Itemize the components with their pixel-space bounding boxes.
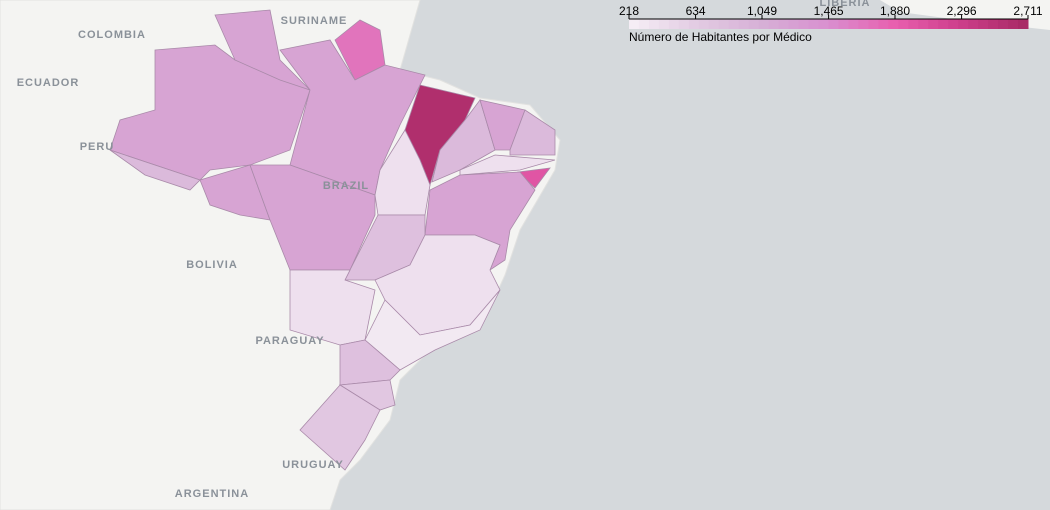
legend-swatch [1018, 19, 1029, 29]
legend-tick-label: 2,296 [947, 4, 977, 18]
legend-swatch [928, 19, 939, 29]
legend-swatch [888, 19, 899, 29]
legend-tick-label: 1,880 [880, 4, 910, 18]
legend-swatch [648, 19, 660, 29]
legend-swatch [778, 19, 790, 29]
brazil-states [109, 9, 556, 471]
legend-swatch [768, 19, 780, 29]
legend-swatch [658, 19, 670, 29]
state [279, 39, 426, 196]
legend-swatch [968, 19, 979, 29]
legend-swatch [708, 19, 720, 29]
state [199, 164, 271, 221]
legend-swatch [878, 19, 889, 29]
legend-tick-label: 1,049 [747, 4, 777, 18]
legend-tick-label: 1,465 [814, 4, 844, 18]
legend-swatch [698, 19, 710, 29]
legend-swatch [898, 19, 909, 29]
legend-swatch [738, 19, 750, 29]
legend-swatch [1008, 19, 1019, 29]
legend-swatch [638, 19, 650, 29]
country-label: URUGUAY [282, 459, 344, 471]
country-label: COLOMBIA [78, 29, 146, 41]
legend-swatch [818, 19, 829, 29]
legend: Número de Habitantes por Médico 218 634 1,… [619, 4, 1043, 44]
legend-tick-label: 634 [686, 4, 706, 18]
legend-tick-label: 218 [619, 4, 639, 18]
legend-swatch [758, 19, 770, 29]
state [289, 269, 376, 346]
legend-swatch [718, 19, 730, 29]
legend-swatch [998, 19, 1009, 29]
country-label: LIBERIA [820, 0, 871, 9]
legend-swatch [868, 19, 879, 29]
state [509, 109, 556, 156]
legend-swatch [668, 19, 680, 29]
legend-swatch [838, 19, 849, 29]
legend-swatch [678, 19, 690, 29]
legend-swatch [908, 19, 919, 29]
country-label: ARGENTINA [175, 488, 249, 500]
legend-swatch [858, 19, 869, 29]
state [459, 154, 556, 176]
legend-swatch [798, 19, 810, 29]
country-label: PERU [80, 141, 115, 153]
legend-swatch [688, 19, 700, 29]
state [364, 289, 501, 371]
legend-swatch [808, 19, 820, 29]
legend-swatch [629, 19, 640, 29]
legend-swatch [828, 19, 839, 29]
country-label: ECUADOR [17, 77, 80, 89]
legend-tick-label: 2,711 [1013, 4, 1042, 18]
state [249, 164, 376, 271]
legend-swatch [788, 19, 800, 29]
state [299, 384, 381, 471]
legend-swatch [988, 19, 999, 29]
legend-swatch [918, 19, 929, 29]
legend-swatch [848, 19, 859, 29]
legend-swatch [728, 19, 740, 29]
legend-title: Número de Habitantes por Médico [629, 30, 812, 44]
state [109, 149, 201, 191]
legend-swatch [948, 19, 959, 29]
country-label: PARAGUAY [255, 335, 324, 347]
legend-swatch [748, 19, 760, 29]
state [339, 339, 401, 386]
legend-swatch [978, 19, 989, 29]
country-label: BRAZIL [323, 180, 369, 192]
state [334, 19, 386, 81]
country-label: BOLIVIA [186, 259, 238, 271]
country-label: SURINAME [281, 15, 348, 27]
legend-swatch [938, 19, 949, 29]
legend-swatch [958, 19, 969, 29]
